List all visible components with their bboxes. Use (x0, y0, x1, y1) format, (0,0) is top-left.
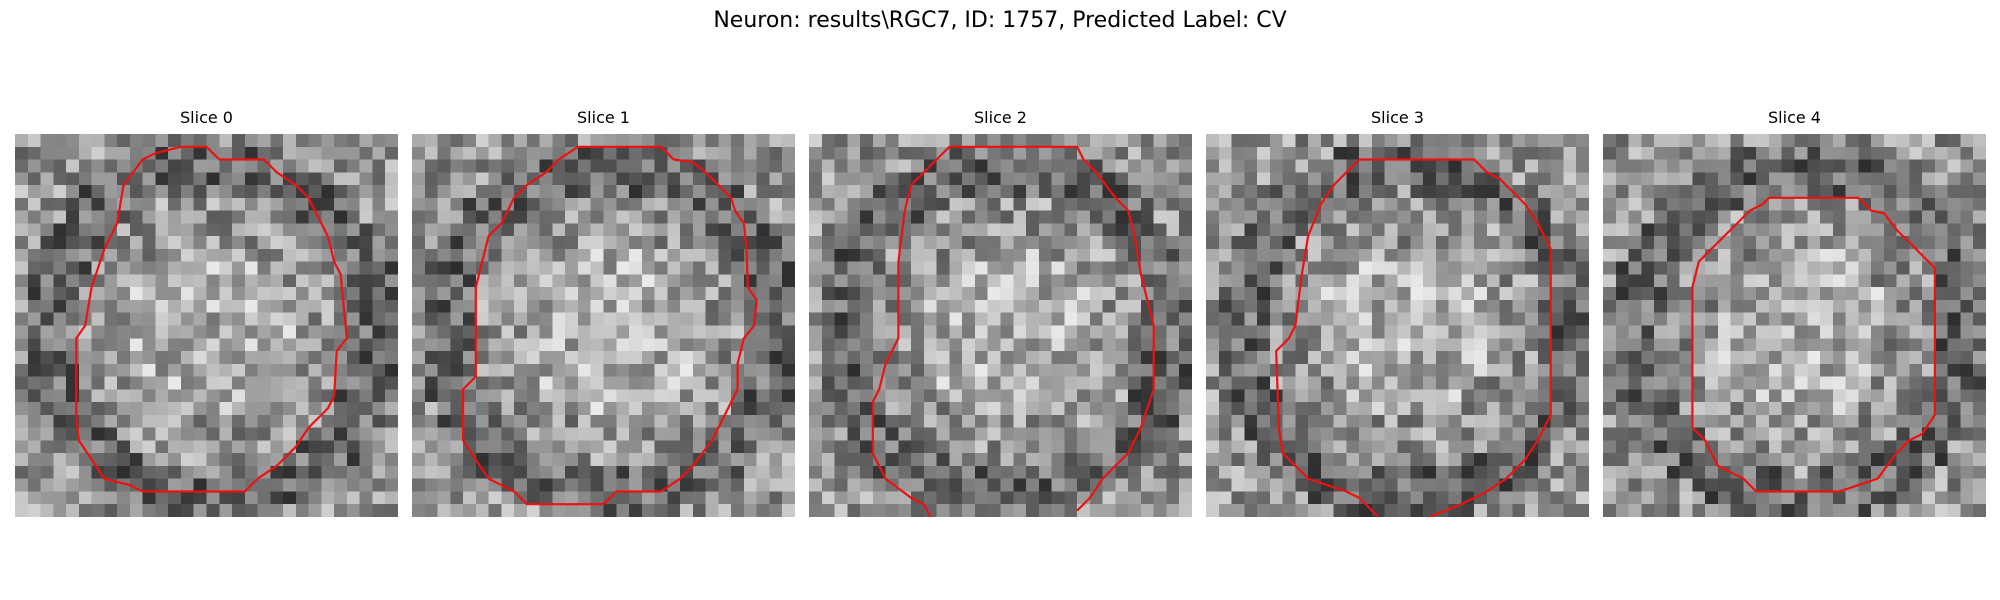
slice-panel-0: Slice 0 (15, 108, 398, 517)
slice-title: Slice 3 (1371, 108, 1424, 127)
slice-image (1206, 134, 1589, 517)
slice-image (412, 134, 795, 517)
slice-image (1603, 134, 1986, 517)
slice-title: Slice 4 (1768, 108, 1821, 127)
cell-outline (1691, 196, 1936, 493)
cell-outline (75, 145, 348, 493)
grayscale-pixel-grid (809, 134, 1192, 517)
grayscale-pixel-grid (1603, 134, 1986, 517)
slice-panel-4: Slice 4 (1603, 108, 1986, 517)
cell-outline (461, 145, 758, 506)
slice-title: Slice 1 (577, 108, 630, 127)
cell-outline (871, 145, 1155, 517)
slice-panel-1: Slice 1 (412, 108, 795, 517)
slice-panel-2: Slice 2 (809, 108, 1192, 517)
slice-image (15, 134, 398, 517)
slice-title: Slice 0 (180, 108, 233, 127)
figure-title: Neuron: results\RGC7, ID: 1757, Predicte… (713, 8, 1287, 33)
slice-image (809, 134, 1192, 517)
grayscale-pixel-grid (412, 134, 795, 517)
cell-outline (1275, 158, 1552, 517)
slice-title: Slice 2 (974, 108, 1027, 127)
slice-panel-3: Slice 3 (1206, 108, 1589, 517)
grayscale-pixel-grid (15, 134, 398, 517)
grayscale-pixel-grid (1206, 134, 1589, 517)
